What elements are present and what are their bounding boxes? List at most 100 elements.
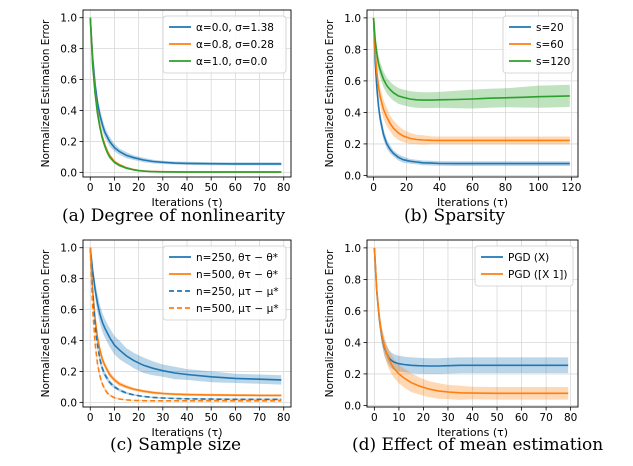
x-axis-label: Iterations (τ) xyxy=(151,426,222,439)
y-tick-label: 1.0 xyxy=(60,243,77,255)
x-tick-label: 10 xyxy=(108,182,121,194)
legend: PGD (X) PGD ([X 1]) xyxy=(474,245,574,287)
x-tick-label: 0 xyxy=(371,412,378,424)
legend-label: n=500, θτ − θ* xyxy=(196,269,278,281)
y-axis-label: Normalized Estimation Error xyxy=(324,249,336,397)
y-tick-label: 1.0 xyxy=(60,13,77,25)
y-axis-label: Normalized Estimation Error xyxy=(324,19,336,167)
legend: n=250, θτ − θ* n=500, θτ − θ* n=250, μτ − … xyxy=(162,245,287,321)
series-line xyxy=(89,247,282,397)
legend-label: α=1.0, σ=0.0 xyxy=(196,56,267,68)
chart-c: 0 10 20 30 40 50 60 70 80 0.0 0.2 0.4 0.6 0.8 1.0 Itera… xyxy=(40,239,292,439)
y-tick-label: 0.4 xyxy=(60,336,77,348)
x-tick-label: 10 xyxy=(392,412,405,424)
caption-c: (c) Sample size xyxy=(110,435,242,455)
x-tick-label: 40 xyxy=(466,412,479,424)
series-band xyxy=(373,17,570,145)
series-line xyxy=(373,247,569,395)
y-tick-label: 0.0 xyxy=(344,170,361,182)
y-axis-label: Normalized Estimation Error xyxy=(40,19,52,167)
x-tick-label: 40 xyxy=(180,182,193,194)
chart-b: 0 20 40 60 80 100 120 0.0 0.2 0.4 0.6 0.8 1.0 Iterati… xyxy=(324,9,581,209)
caption-a: (a) Degree of nonlinearity xyxy=(62,206,286,226)
y-tick-label: 0.6 xyxy=(60,305,77,317)
x-axis-label: Iterations (τ) xyxy=(437,426,508,439)
y-tick-label: 1.0 xyxy=(344,243,361,255)
legend-label: s=20 xyxy=(536,22,564,34)
x-axis-label: Iterations (τ) xyxy=(437,196,508,209)
legend-label: α=0.8, σ=0.28 xyxy=(196,39,274,51)
x-tick-label: 0 xyxy=(87,412,94,424)
legend-box xyxy=(162,245,287,321)
y-tick-label: 0.0 xyxy=(344,400,361,412)
y-tick-label: 0.8 xyxy=(60,274,77,286)
x-tick-label: 70 xyxy=(253,182,266,194)
x-tick-label: 20 xyxy=(417,412,430,424)
y-tick-label: 0.2 xyxy=(344,369,361,381)
series-line xyxy=(89,247,282,381)
plot-frame xyxy=(82,239,292,408)
x-tick-label: 70 xyxy=(253,412,266,424)
legend-label: n=250, θτ − θ* xyxy=(196,252,278,264)
x-tick-label: 10 xyxy=(108,412,121,424)
y-tick-label: 0.4 xyxy=(60,106,77,118)
series-band xyxy=(373,17,570,109)
series-line xyxy=(89,17,282,173)
legend-label: n=500, μτ − μ* xyxy=(196,303,279,315)
y-tick-label: 0.6 xyxy=(344,306,361,318)
y-tick-label: 0.2 xyxy=(60,366,77,378)
x-tick-label: 70 xyxy=(539,412,552,424)
x-tick-label: 60 xyxy=(515,412,528,424)
y-tick-label: 1.0 xyxy=(344,13,361,25)
x-tick-label: 50 xyxy=(204,182,217,194)
legend-label: PGD (X) xyxy=(508,252,549,264)
legend-label: n=250, μτ − μ* xyxy=(196,286,279,298)
legend-box xyxy=(474,245,574,287)
x-tick-label: 30 xyxy=(156,412,169,424)
caption-d: (d) Effect of mean estimation xyxy=(352,435,604,455)
x-tick-label: 20 xyxy=(132,412,145,424)
plot-frame xyxy=(366,239,579,408)
x-tick-label: 60 xyxy=(229,412,242,424)
series-line xyxy=(372,17,570,165)
legend: s=20 s=60 s=120 xyxy=(502,15,574,74)
y-tick-label: 0.2 xyxy=(344,139,361,151)
x-tick-label: 50 xyxy=(490,412,503,424)
legend-label: PGD ([X 1]) xyxy=(508,269,568,281)
legend-box xyxy=(502,15,574,74)
chart-d: 0 10 20 30 40 50 60 70 80 0.0 0.2 0.4 0.6 0.8 1.0 Itera… xyxy=(324,239,579,439)
y-tick-label: 0.4 xyxy=(344,107,361,119)
y-tick-label: 0.8 xyxy=(344,44,361,56)
x-tick-label: 60 xyxy=(466,182,479,194)
x-tick-label: 20 xyxy=(132,182,145,194)
plot-frame xyxy=(82,9,292,178)
x-tick-label: 20 xyxy=(400,182,413,194)
plot-frame xyxy=(366,9,579,178)
x-tick-label: 80 xyxy=(564,412,577,424)
chart-a: 0 10 20 30 40 50 60 70 80 0.0 0.2 0.4 0.6 0.8 1.0 Itera… xyxy=(40,9,292,209)
x-tick-label: 100 xyxy=(528,182,548,194)
x-tick-label: 60 xyxy=(229,182,242,194)
caption-b: (b) Sparsity xyxy=(404,206,505,226)
x-tick-label: 80 xyxy=(277,182,290,194)
series-line xyxy=(372,17,570,142)
x-tick-label: 30 xyxy=(156,182,169,194)
y-tick-label: 0.8 xyxy=(60,44,77,56)
y-tick-label: 0.8 xyxy=(344,274,361,286)
x-tick-label: 120 xyxy=(561,182,581,194)
x-tick-label: 40 xyxy=(180,412,193,424)
y-tick-label: 0.6 xyxy=(60,75,77,87)
x-tick-label: 30 xyxy=(441,412,454,424)
series-band xyxy=(373,17,570,167)
y-tick-label: 0.4 xyxy=(344,337,361,349)
y-tick-label: 0.2 xyxy=(60,136,77,148)
series-line xyxy=(89,247,282,402)
y-tick-label: 0.6 xyxy=(344,76,361,88)
legend-label: α=0.0, σ=1.38 xyxy=(196,22,274,34)
x-tick-label: 80 xyxy=(499,182,512,194)
y-tick-label: 0.0 xyxy=(60,397,77,409)
legend: α=0.0, σ=1.38 α=0.8, σ=0.28 α=1.0, σ=0.0 xyxy=(162,15,287,74)
x-tick-label: 0 xyxy=(87,182,94,194)
series-line xyxy=(89,17,282,165)
